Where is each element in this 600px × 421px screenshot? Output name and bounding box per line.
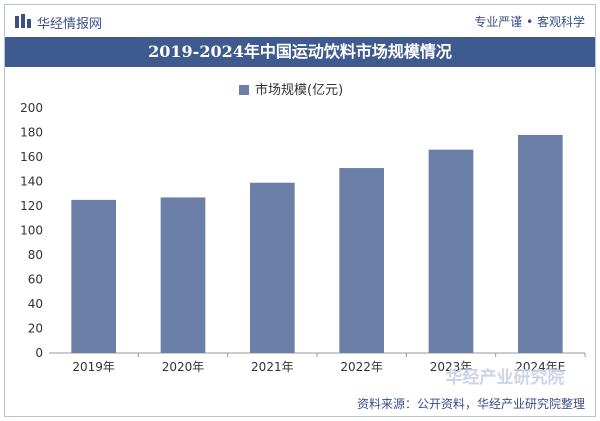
chart-title: 2019-2024年中国运动饮料市场规模情况 — [148, 42, 452, 61]
y-tick-label: 200 — [20, 101, 43, 115]
bar-chart: 0 20 40 60 80 100 120 140 160 180 200 市场规模(亿元) 2019年… — [20, 82, 586, 388]
brand-name: 华经情报网 — [37, 17, 103, 32]
x-tick-label: 2023年 — [430, 360, 473, 374]
y-tick-label: 0 — [35, 346, 43, 360]
bar-chart-logo-icon — [15, 14, 31, 28]
y-tick-label: 140 — [20, 175, 43, 189]
bar — [428, 149, 474, 353]
chart-frame: 华经情报网 专业严谨 • 客观科学 2019-2024年中国运动饮料市场规模情况… — [4, 4, 596, 417]
y-tick-label: 180 — [20, 126, 43, 140]
x-tick-label: 2020年 — [162, 360, 205, 374]
y-tick-label: 160 — [20, 150, 43, 164]
tagline: 专业严谨 • 客观科学 — [474, 15, 585, 29]
bar — [160, 197, 206, 353]
bar — [71, 199, 116, 353]
legend-swatch — [239, 85, 249, 95]
watermark-text: 华经产业研究院 — [446, 367, 565, 388]
bar — [339, 168, 384, 353]
y-tick-label: 40 — [28, 297, 43, 311]
legend-label: 市场规模(亿元) — [255, 82, 343, 98]
y-tick-label: 100 — [20, 224, 43, 238]
x-tick-label: 2024年E — [515, 360, 565, 374]
y-tick-label: 80 — [28, 248, 43, 262]
y-tick-label: 120 — [20, 199, 43, 213]
x-tick-label: 2021年 — [251, 360, 294, 374]
bar — [518, 134, 563, 353]
x-tick-label: 2022年 — [340, 360, 383, 374]
x-tick-label: 2019年 — [72, 360, 115, 374]
top-bar: 华经情报网 专业严谨 • 客观科学 — [5, 5, 595, 35]
y-tick-label: 20 — [28, 322, 43, 336]
bar — [250, 182, 295, 353]
source-note: 资料来源：公开资料，华经产业研究院整理 — [356, 397, 585, 411]
title-bar: 2019-2024年中国运动饮料市场规模情况 — [5, 37, 595, 67]
y-tick-label: 60 — [28, 273, 43, 287]
